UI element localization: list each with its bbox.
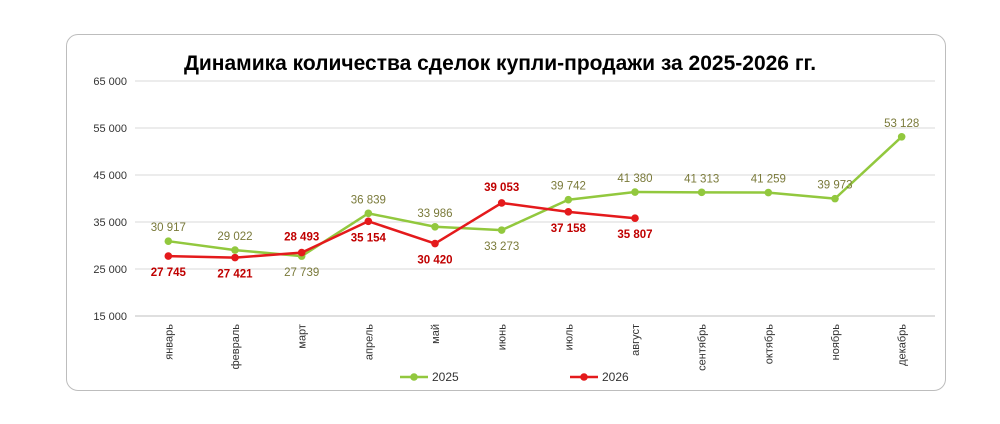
data-point-2025 [364,209,373,218]
data-point-2025 [564,195,573,204]
series-line-2026 [168,201,636,259]
legend-marker-2026 [580,373,588,381]
chart-title: Динамика количества сделок купли-продажи… [183,52,817,75]
data-point-2026 [364,217,373,226]
data-point-2026 [497,199,506,207]
x-tick-label: июнь [497,324,509,350]
data-label-2025: 33 273 [484,241,519,253]
data-label-2026: 30 420 [417,255,452,267]
data-point-2025 [697,188,706,197]
y-tick-label: 65 000 [93,76,127,88]
data-point-2025 [431,222,439,231]
data-label-2025: 30 917 [151,222,186,234]
x-tick-label: июль [563,324,575,351]
data-label-2025: 29 022 [217,231,252,243]
y-tick-label: 15 000 [93,311,127,323]
data-label-2025: 41 380 [617,173,652,185]
data-label-2025: 36 839 [351,194,386,206]
data-point-2025 [164,237,173,245]
x-tick-label: январь [163,324,175,360]
data-point-2026 [564,208,573,216]
data-label-2026: 39 053 [484,182,519,194]
x-tick-label: сентябрь [697,324,709,371]
x-tick-label: апрель [363,324,375,360]
data-label-2025: 33 986 [417,208,452,220]
series-line-2025 [168,135,903,258]
data-point-2026 [231,253,239,262]
chart-frame [66,34,946,391]
data-label-2026: 35 154 [351,232,387,244]
data-label-2026: 28 493 [284,232,319,244]
data-label-2025: 41 313 [684,173,719,185]
data-point-2025 [497,226,506,234]
x-tick-label: май [430,324,442,344]
data-point-2025 [831,194,839,203]
data-point-2026 [164,252,173,260]
data-label-2026: 27 745 [151,267,187,279]
data-label-2026: 37 158 [551,223,587,235]
x-tick-label: октябрь [763,324,775,364]
y-tick-label: 25 000 [93,264,127,276]
x-tick-label: август [630,324,642,356]
data-label-2026: 35 807 [617,229,652,241]
data-label-2025: 39 742 [551,181,586,193]
x-tick-label: декабрь [897,324,909,366]
data-point-2025 [764,188,773,197]
legend-marker-2025 [410,373,418,381]
data-label-2025: 39 973 [817,180,852,192]
data-label-2025: 27 739 [284,267,319,279]
data-label-2025: 41 259 [751,174,786,186]
legend-label-2026: 2026 [602,370,629,384]
y-tick-label: 45 000 [93,170,127,182]
data-point-2025 [631,188,639,196]
data-label-2025: 53 128 [884,118,919,130]
data-point-2026 [631,214,639,223]
data-point-2026 [297,248,306,257]
legend-label-2025: 2025 [432,370,459,384]
data-point-2025 [897,132,906,141]
data-point-2025 [231,246,239,254]
data-label-2026: 27 421 [217,269,253,281]
y-tick-label: 35 000 [93,217,127,229]
data-point-2026 [431,239,439,248]
x-tick-label: ноябрь [830,324,842,361]
x-tick-label: февраль [230,324,242,370]
x-tick-label: март [297,324,309,349]
y-tick-label: 55 000 [93,123,127,135]
